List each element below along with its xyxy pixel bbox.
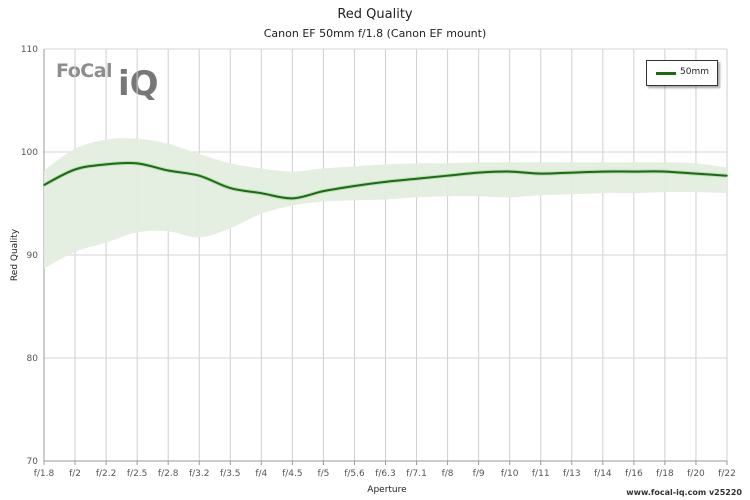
x-tick-label: f/10 bbox=[501, 469, 519, 479]
data-point bbox=[198, 174, 201, 177]
x-tick-label: f/13 bbox=[563, 469, 581, 479]
x-tick-label: f/1.8 bbox=[34, 469, 55, 479]
x-tick-label: f/18 bbox=[656, 469, 674, 479]
x-tick-label: f/8 bbox=[442, 469, 454, 479]
data-point bbox=[508, 170, 511, 173]
x-tick-label: f/9 bbox=[473, 469, 485, 479]
watermark: www.focal-iq.com v25220 bbox=[626, 488, 742, 497]
focal-iq-logo: FoCal iQ bbox=[56, 58, 186, 114]
data-point bbox=[291, 197, 294, 200]
x-tick-label: f/5.6 bbox=[344, 469, 365, 479]
x-tick-label: f/2.8 bbox=[158, 469, 179, 479]
data-point bbox=[353, 185, 356, 187]
x-tick-label: f/3.2 bbox=[189, 469, 210, 479]
data-point bbox=[322, 190, 325, 192]
x-tick-label: f/22 bbox=[718, 469, 736, 479]
data-point bbox=[43, 184, 45, 186]
data-point bbox=[136, 162, 138, 165]
x-tick-label: f/11 bbox=[532, 469, 550, 479]
x-tick-label: f/6.3 bbox=[375, 469, 396, 479]
line-layer bbox=[43, 160, 728, 201]
chart-subtitle: Canon EF 50mm f/1.8 (Canon EF mount) bbox=[263, 27, 487, 40]
data-point bbox=[602, 170, 604, 173]
data-point bbox=[570, 171, 573, 174]
confidence-band bbox=[44, 138, 727, 269]
tick-layer: f/1.8 f/2 f/2.2 f/2.5 f/2.8 f/3.2 f/3.5 f/4 f/4.… bbox=[21, 45, 736, 479]
legend[interactable]: 50mm bbox=[646, 60, 718, 86]
x-tick-label: f/4 bbox=[255, 469, 267, 479]
data-point bbox=[229, 187, 232, 189]
data-point bbox=[260, 192, 263, 194]
data-point bbox=[695, 172, 697, 175]
y-tick-label: 90 bbox=[27, 251, 39, 261]
band-layer bbox=[44, 138, 727, 269]
y-tick-label: 100 bbox=[21, 148, 38, 158]
data-point bbox=[167, 169, 169, 172]
x-tick-label: f/7.1 bbox=[406, 469, 427, 479]
data-point bbox=[74, 168, 76, 171]
grid-layer bbox=[43, 48, 728, 462]
x-tick-label: f/5 bbox=[317, 469, 329, 479]
x-tick-label: f/2.5 bbox=[127, 469, 148, 479]
x-tick-label: f/2 bbox=[69, 469, 81, 479]
data-point bbox=[384, 181, 387, 183]
legend-label: 50mm bbox=[680, 67, 709, 77]
x-tick-label: f/2.2 bbox=[96, 469, 117, 479]
data-point bbox=[477, 171, 480, 174]
y-tick-label: 80 bbox=[27, 354, 39, 364]
x-tick-label: f/3.5 bbox=[220, 469, 241, 479]
y-tick-label: 70 bbox=[27, 457, 39, 467]
data-point bbox=[105, 163, 107, 166]
data-point bbox=[633, 170, 635, 173]
x-axis-title: Aperture bbox=[367, 485, 407, 495]
x-tick-label: f/20 bbox=[687, 469, 705, 479]
data-point bbox=[446, 174, 449, 177]
x-tick-label: f/16 bbox=[625, 469, 643, 479]
y-tick-label: 110 bbox=[21, 45, 38, 55]
chart-title: Red Quality bbox=[337, 7, 413, 22]
logo-focal-text: FoCal bbox=[56, 60, 113, 82]
data-point bbox=[539, 172, 542, 175]
data-point bbox=[664, 170, 666, 173]
data-point bbox=[415, 177, 418, 180]
x-tick-label: f/4.5 bbox=[282, 469, 303, 479]
logo-iq-text: iQ bbox=[118, 64, 159, 104]
y-axis-title: Red Quality bbox=[10, 228, 20, 281]
data-point bbox=[726, 174, 728, 177]
x-tick-label: f/14 bbox=[594, 469, 612, 479]
legend-swatch bbox=[656, 72, 676, 75]
